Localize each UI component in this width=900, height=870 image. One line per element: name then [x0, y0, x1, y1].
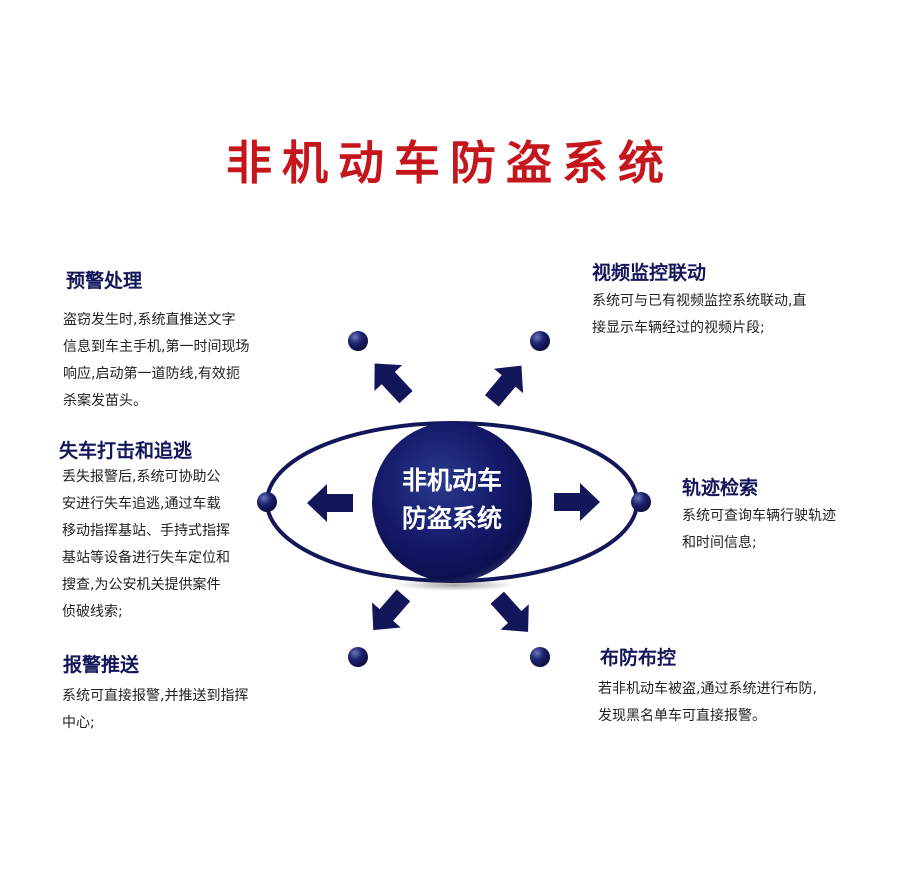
deploy-line: 若非机动车被盗,通过系统进行布防,: [598, 681, 817, 697]
warning-line: 盗窃发生时,系统直推送文字: [63, 312, 236, 328]
track-description: 系统可查询车辆行驶轨迹 和时间信息;: [682, 503, 836, 557]
deploy-description: 若非机动车被盗,通过系统进行布防, 发现黑名单车可直接报警。: [598, 676, 817, 730]
pursuit-line: 搜查,为公安机关提供案件: [62, 577, 221, 593]
arrow-up-right: [484, 365, 524, 407]
arrow-down-right: [490, 591, 529, 632]
deploy-heading: 布防布控: [600, 647, 677, 669]
pursuit-line: 侦破线索;: [62, 604, 123, 620]
pursuit-line: 丢失报警后,系统可协助公: [62, 469, 221, 485]
pursuit-heading: 失车打击和追逃: [59, 440, 193, 462]
arrow-up-left: [374, 363, 413, 404]
node-ball-top-right: [530, 331, 550, 351]
warning-line: 杀案发苗头。: [63, 393, 147, 409]
alarm-line: 中心;: [62, 715, 95, 731]
page-title: 非机动车防盗系统: [226, 135, 674, 190]
track-heading: 轨迹检索: [682, 477, 759, 499]
deploy-line: 发现黑名单车可直接报警。: [598, 708, 766, 724]
video-line: 接显示车辆经过的视频片段;: [592, 320, 765, 336]
pursuit-line: 基站等设备进行失车定位和: [62, 550, 230, 566]
node-ball-bottom-right: [530, 647, 550, 667]
track-line: 和时间信息;: [682, 535, 757, 551]
track-line: 系统可查询车辆行驶轨迹: [682, 508, 836, 524]
pursuit-line: 移动指挥基站、手持式指挥: [62, 523, 230, 539]
arrow-right: [554, 483, 600, 521]
warning-line: 响应,启动第一道防线,有效扼: [63, 366, 240, 382]
video-description: 系统可与已有视频监控系统联动,直 接显示车辆经过的视频片段;: [592, 288, 806, 342]
node-ball-bottom-left: [348, 647, 368, 667]
video-line: 系统可与已有视频监控系统联动,直: [592, 293, 807, 309]
arrow-left: [307, 484, 353, 522]
node-ball-left: [257, 492, 277, 512]
pursuit-description: 丢失报警后,系统可协助公 安进行失车追逃,通过车载 移动指挥基站、手持式指挥 基…: [62, 464, 230, 626]
alarm-line: 系统可直接报警,并推送到指挥: [62, 688, 249, 704]
alarm-heading: 报警推送: [63, 654, 140, 676]
node-ball-right: [631, 492, 651, 512]
hub-shadow: [395, 579, 515, 591]
pursuit-line: 安进行失车追逃,通过车载: [62, 496, 221, 512]
warning-description: 盗窃发生时,系统直推送文字 信息到车主手机,第一时间现场 响应,启动第一道防线,…: [63, 307, 249, 415]
hub-label-line2: 防盗系统: [401, 504, 502, 533]
node-ball-top-left: [348, 331, 368, 351]
hub-label: 非机动车 防盗系统: [370, 462, 534, 538]
warning-line: 信息到车主手机,第一时间现场: [63, 339, 250, 355]
warning-heading: 预警处理: [66, 270, 143, 292]
alarm-description: 系统可直接报警,并推送到指挥 中心;: [62, 683, 248, 737]
hub-label-line1: 非机动车: [401, 466, 502, 495]
hub-circle: [372, 422, 532, 582]
arrow-down-left: [372, 589, 411, 631]
video-heading: 视频监控联动: [592, 262, 707, 284]
